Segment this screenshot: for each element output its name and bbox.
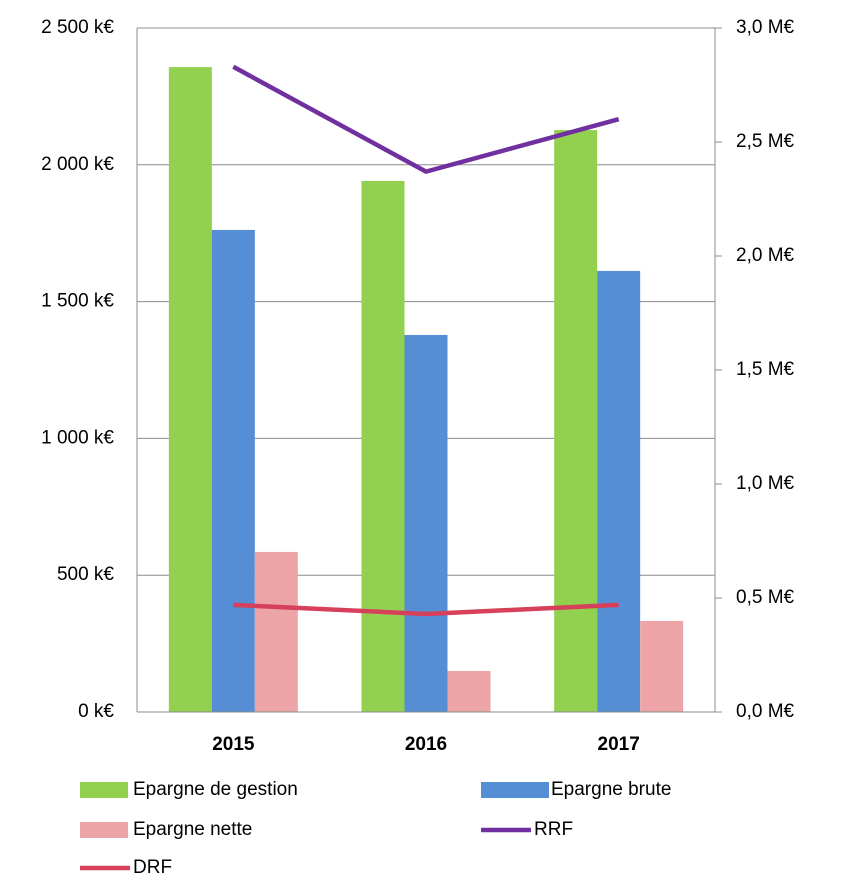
- line-series: [232, 64, 620, 175]
- bar: [254, 551, 298, 712]
- y-tick-label: 2 000 k€: [41, 154, 114, 175]
- bar: [361, 180, 405, 713]
- bar: [168, 67, 212, 712]
- x-tick-label: 2017: [598, 734, 640, 755]
- y2-tick-label: 2,0 M€: [736, 245, 795, 266]
- x-tick-label: 2016: [405, 734, 447, 755]
- bar: [447, 670, 491, 712]
- y-tick-label: 1 500 k€: [41, 291, 114, 312]
- y-tick-label: 1 000 k€: [41, 427, 114, 448]
- line-series: [233, 602, 619, 617]
- x-tick-label: 2015: [212, 734, 255, 755]
- legend-label: Epargne brute: [551, 779, 671, 800]
- y2-tick-label: 1,5 M€: [736, 359, 795, 380]
- y2-tick-label: 0,5 M€: [736, 587, 795, 608]
- legend-label: Epargne nette: [133, 819, 252, 840]
- y-tick-label: 2 500 k€: [41, 17, 114, 38]
- bar: [597, 270, 641, 712]
- bar: [640, 620, 684, 712]
- y2-tick-label: 1,0 M€: [736, 473, 795, 494]
- legend-swatch: [481, 782, 549, 798]
- legend-label: DRF: [133, 857, 172, 878]
- legend-swatch: [80, 822, 128, 838]
- legend-label: RRF: [534, 819, 573, 840]
- y-tick-label: 0 k€: [78, 701, 114, 722]
- bar: [554, 130, 598, 712]
- bar: [404, 334, 448, 712]
- legend-label: Epargne de gestion: [133, 779, 298, 800]
- bar: [211, 229, 255, 712]
- y2-tick-label: 0,0 M€: [736, 701, 795, 722]
- legend-swatch: [80, 782, 128, 798]
- y2-tick-label: 3,0 M€: [736, 17, 795, 38]
- y-tick-label: 500 k€: [57, 564, 114, 585]
- y2-tick-label: 2,5 M€: [736, 131, 795, 152]
